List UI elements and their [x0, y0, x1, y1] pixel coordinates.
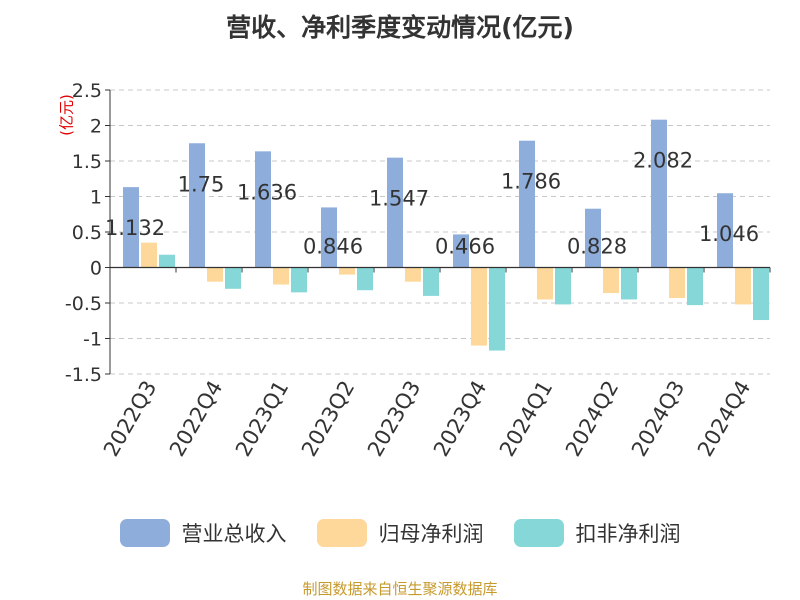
bar-revenue	[255, 151, 271, 268]
x-tick-label: 2024Q3	[627, 377, 689, 461]
y-tick-label: 1.5	[72, 151, 102, 173]
y-tick-label: -1.5	[65, 364, 102, 386]
y-tick-label: 0	[90, 258, 102, 280]
bar-deducted-net-profit	[423, 267, 439, 296]
x-tick-label: 2024Q2	[561, 377, 623, 461]
data-label: 1.75	[178, 172, 225, 196]
bar-net-profit	[339, 267, 355, 275]
legend-label: 归母净利润	[378, 522, 484, 546]
legend-swatch	[119, 519, 170, 547]
y-tick-label: -1	[83, 329, 102, 351]
bar-net-profit	[405, 267, 421, 282]
x-tick-label: 2024Q1	[495, 377, 557, 461]
data-label: 1.636	[237, 180, 297, 204]
y-tick-label: 2	[90, 116, 102, 138]
bar-revenue	[123, 187, 139, 268]
bar-revenue	[519, 140, 535, 268]
data-label: 0.828	[567, 235, 627, 259]
bar-net-profit	[141, 242, 157, 268]
legend-item[interactable]: 归母净利润	[316, 518, 484, 548]
chart-title: 营收、净利季度变动情况(亿元)	[226, 13, 574, 42]
data-label: 1.046	[699, 222, 759, 246]
legend-label: 营业总收入	[181, 522, 287, 546]
x-tick-label: 2023Q3	[363, 377, 425, 461]
legend-swatch	[316, 519, 367, 547]
x-tick-label: 2023Q4	[429, 377, 491, 461]
legend-swatch	[513, 519, 564, 547]
data-label: 1.547	[369, 187, 429, 211]
bar-deducted-net-profit	[225, 267, 241, 289]
legend-item[interactable]: 扣非净利润	[513, 518, 681, 548]
x-tick-label: 2023Q1	[231, 377, 293, 461]
bar-revenue	[585, 208, 601, 268]
bar-revenue	[717, 193, 733, 268]
data-label: 2.082	[633, 149, 693, 173]
x-tick-label: 2024Q4	[693, 377, 755, 461]
bar-net-profit	[537, 267, 553, 300]
gridlines	[110, 89, 770, 375]
x-tick-label: 2022Q3	[99, 377, 161, 461]
bar-revenue	[189, 143, 205, 268]
y-tick-label: 0.5	[72, 222, 102, 244]
bar-net-profit	[273, 267, 289, 285]
y-axis: 2.5 2 1.5 1 0.5 0 -0.5 -1 -1.5	[65, 80, 111, 386]
bar-deducted-net-profit	[357, 267, 373, 291]
bar-revenue	[387, 157, 403, 268]
bar-deducted-net-profit	[489, 267, 505, 351]
bar-deducted-net-profit	[291, 267, 307, 293]
legend-item[interactable]: 营业总收入	[119, 518, 287, 548]
bar-revenue	[321, 207, 337, 268]
data-label: 0.466	[435, 235, 495, 259]
data-label: 1.132	[105, 216, 165, 240]
legend-label: 扣非净利润	[575, 522, 681, 546]
x-tick-label: 2022Q4	[165, 377, 227, 461]
x-tick-label: 2023Q2	[297, 377, 359, 461]
bars	[123, 119, 769, 351]
data-source: 制图数据来自恒生聚源数据库	[302, 580, 498, 598]
data-label: 0.846	[303, 235, 363, 259]
y-tick-label: -0.5	[65, 293, 102, 315]
bar-net-profit	[603, 267, 619, 294]
bar-net-profit	[669, 267, 685, 299]
legend: 营业总收入 归母净利润 扣非净利润	[0, 518, 800, 548]
bar-deducted-net-profit	[753, 267, 769, 321]
bar-deducted-net-profit	[555, 267, 571, 305]
y-tick-label: 2.5	[72, 80, 102, 102]
bar-revenue	[651, 119, 667, 268]
bar-deducted-net-profit	[621, 267, 637, 300]
data-label: 1.786	[501, 170, 561, 194]
bar-deducted-net-profit	[159, 254, 175, 268]
bar-net-profit	[735, 267, 751, 305]
bar-net-profit	[207, 267, 223, 282]
bar-revenue	[453, 234, 469, 268]
bar-deducted-net-profit	[687, 267, 703, 306]
bar-net-profit	[471, 267, 487, 346]
y-tick-label: 1	[90, 187, 102, 209]
